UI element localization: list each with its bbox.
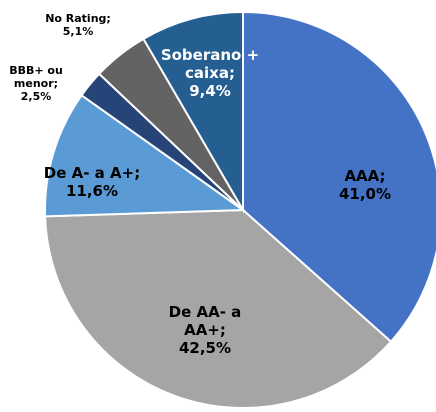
category-label: De A- a A+;: [43, 164, 141, 182]
pie-slice: [44, 208, 393, 409]
data-label: BBB+ ou menor; 2,5%: [1, 64, 71, 104]
category-label: BBB+ ou menor;: [9, 64, 63, 91]
data-label: De A- a A+; 11,6%: [37, 164, 147, 200]
value-label: 9,4%: [189, 82, 231, 100]
value-label: 5,1%: [62, 25, 94, 38]
data-label: De AA- a AA+; 42,5%: [150, 303, 260, 357]
data-label: No Rating; 5,1%: [38, 12, 118, 38]
pie-slice: [242, 10, 436, 344]
pie-slice: [142, 10, 244, 214]
category-label: De AA- a AA+;: [168, 303, 242, 339]
data-label: Soberano + caixa; 9,4%: [145, 46, 275, 100]
data-label: AAA; 41,0%: [320, 167, 410, 203]
category-label: No Rating;: [45, 11, 111, 25]
value-label: 2,5%: [20, 90, 52, 104]
category-label: AAA;: [344, 167, 386, 185]
pie-slice: [44, 93, 246, 218]
value-label: 42,5%: [178, 339, 232, 357]
category-label: Soberano + caixa;: [160, 46, 260, 82]
value-label: 41,0%: [338, 185, 392, 203]
value-label: 11,6%: [65, 182, 119, 200]
